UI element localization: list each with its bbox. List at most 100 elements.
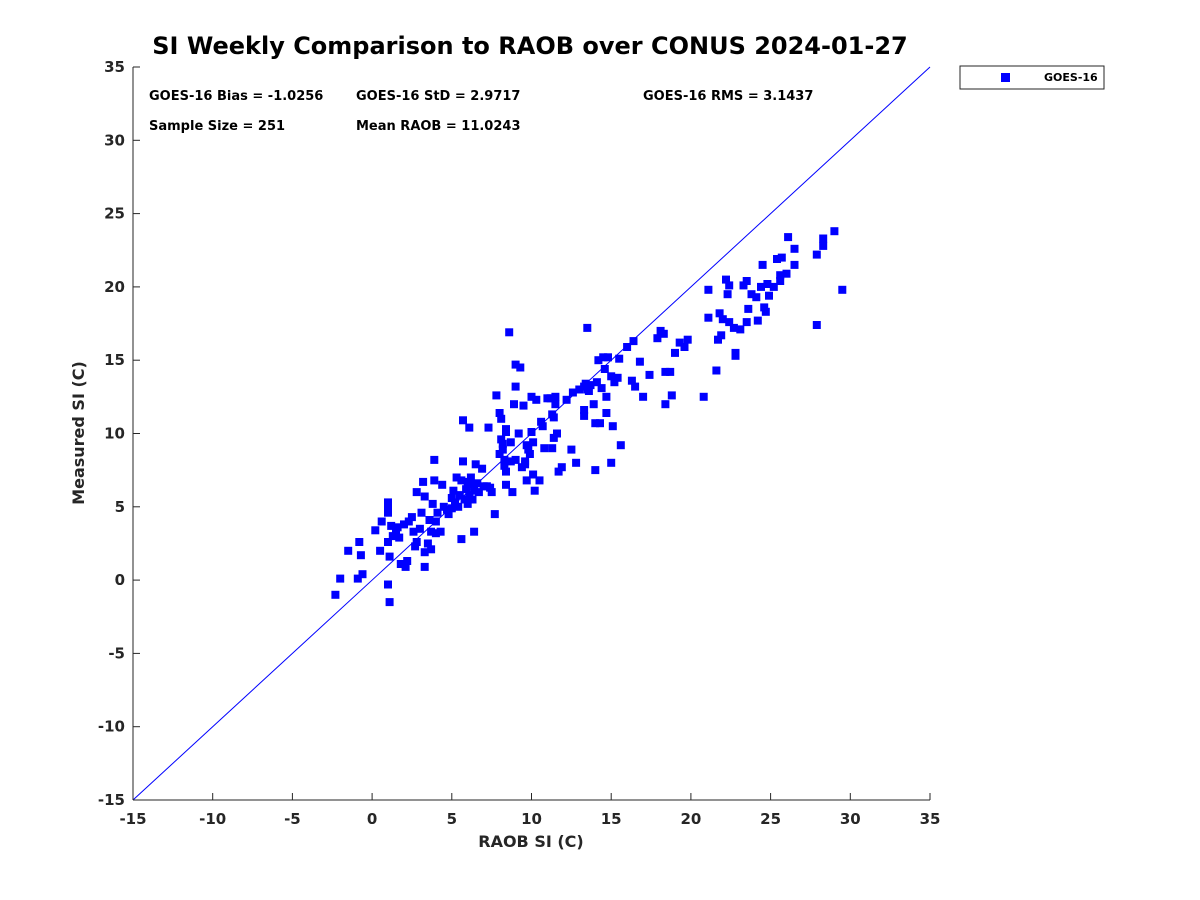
- data-point: [474, 488, 483, 497]
- data-point: [580, 406, 589, 414]
- data-point: [377, 517, 386, 526]
- data-point: [583, 323, 592, 332]
- data-point: [594, 356, 603, 365]
- data-point: [596, 419, 604, 428]
- data-point: [478, 464, 487, 473]
- y-tick-label: 35: [104, 58, 125, 76]
- data-point: [819, 241, 828, 250]
- data-point: [819, 234, 828, 243]
- data-point: [575, 385, 584, 394]
- data-point: [371, 526, 380, 535]
- data-point: [470, 486, 479, 495]
- data-point: [502, 480, 510, 489]
- data-point: [790, 244, 799, 253]
- data-point: [535, 476, 544, 485]
- data-point: [508, 488, 517, 497]
- data-point: [714, 335, 722, 344]
- data-point: [387, 521, 396, 530]
- x-tick-label: 25: [760, 810, 781, 828]
- data-point: [430, 455, 439, 464]
- data-point: [718, 315, 727, 324]
- data-point: [514, 429, 523, 438]
- data-point: [433, 508, 442, 517]
- data-point: [604, 353, 612, 362]
- data-point: [671, 348, 679, 357]
- data-point: [549, 433, 558, 442]
- y-tick-label: 20: [104, 278, 125, 296]
- data-point: [436, 527, 445, 536]
- data-point: [336, 574, 345, 583]
- data-point: [675, 338, 684, 347]
- data-point: [725, 281, 734, 290]
- data-point: [581, 379, 590, 388]
- data-point: [553, 429, 561, 438]
- data-point: [567, 445, 576, 454]
- x-tick-label: 30: [840, 810, 861, 828]
- y-tick-label: 5: [115, 498, 125, 516]
- data-point: [460, 495, 469, 504]
- data-point: [666, 367, 675, 376]
- data-point: [530, 486, 539, 495]
- data-point: [529, 470, 538, 479]
- data-point: [538, 422, 547, 431]
- data-point: [602, 392, 611, 401]
- data-point: [471, 460, 480, 469]
- data-point: [423, 539, 432, 548]
- data-point: [449, 486, 458, 495]
- data-point: [580, 411, 589, 420]
- data-point: [451, 498, 459, 507]
- data-point: [607, 458, 616, 467]
- data-point: [459, 416, 467, 425]
- data-point: [415, 524, 424, 533]
- data-point: [568, 388, 577, 397]
- data-point: [532, 395, 541, 404]
- data-point: [760, 303, 769, 312]
- data-point: [438, 480, 447, 489]
- data-point: [830, 227, 839, 236]
- data-point: [506, 457, 515, 466]
- plot-area: [132, 66, 931, 801]
- data-point: [747, 290, 756, 299]
- data-point: [443, 505, 451, 514]
- data-point: [782, 269, 791, 278]
- data-point: [546, 394, 555, 403]
- data-point: [395, 533, 404, 542]
- data-point: [384, 508, 392, 517]
- data-point: [444, 510, 453, 519]
- data-point: [683, 335, 692, 344]
- x-tick-label: -10: [199, 810, 226, 828]
- x-tick-label: -5: [284, 810, 301, 828]
- data-point: [385, 598, 394, 607]
- data-point: [465, 423, 474, 432]
- data-point: [431, 529, 440, 538]
- data-point: [562, 395, 571, 404]
- data-point: [468, 495, 477, 504]
- data-point: [731, 351, 740, 360]
- data-point: [490, 510, 499, 519]
- data-point: [500, 461, 509, 470]
- chart-title: SI Weekly Comparison to RAOB over CONUS …: [152, 32, 907, 60]
- data-point: [511, 382, 520, 391]
- data-point: [725, 318, 734, 327]
- data-point: [529, 438, 538, 447]
- data-point: [498, 445, 507, 454]
- y-tick-label: 0: [115, 571, 125, 589]
- data-point: [495, 450, 504, 458]
- x-axis-ticks: -15 -10 -5 0 5 10 15 20 25 30 35: [119, 793, 940, 828]
- data-point: [742, 277, 751, 285]
- data-point: [417, 508, 426, 517]
- data-point: [627, 376, 636, 385]
- data-point: [736, 325, 745, 334]
- data-point: [385, 552, 394, 561]
- data-point: [753, 316, 762, 325]
- data-point: [427, 527, 436, 536]
- data-point: [610, 378, 619, 387]
- stat-rms: GOES-16 RMS = 3.1437: [643, 89, 813, 104]
- data-point: [457, 476, 466, 485]
- data-point: [419, 477, 428, 486]
- x-tick-label: 10: [521, 810, 542, 828]
- data-point: [495, 409, 504, 417]
- data-point: [551, 392, 560, 401]
- data-point: [401, 562, 410, 571]
- data-point: [616, 441, 625, 450]
